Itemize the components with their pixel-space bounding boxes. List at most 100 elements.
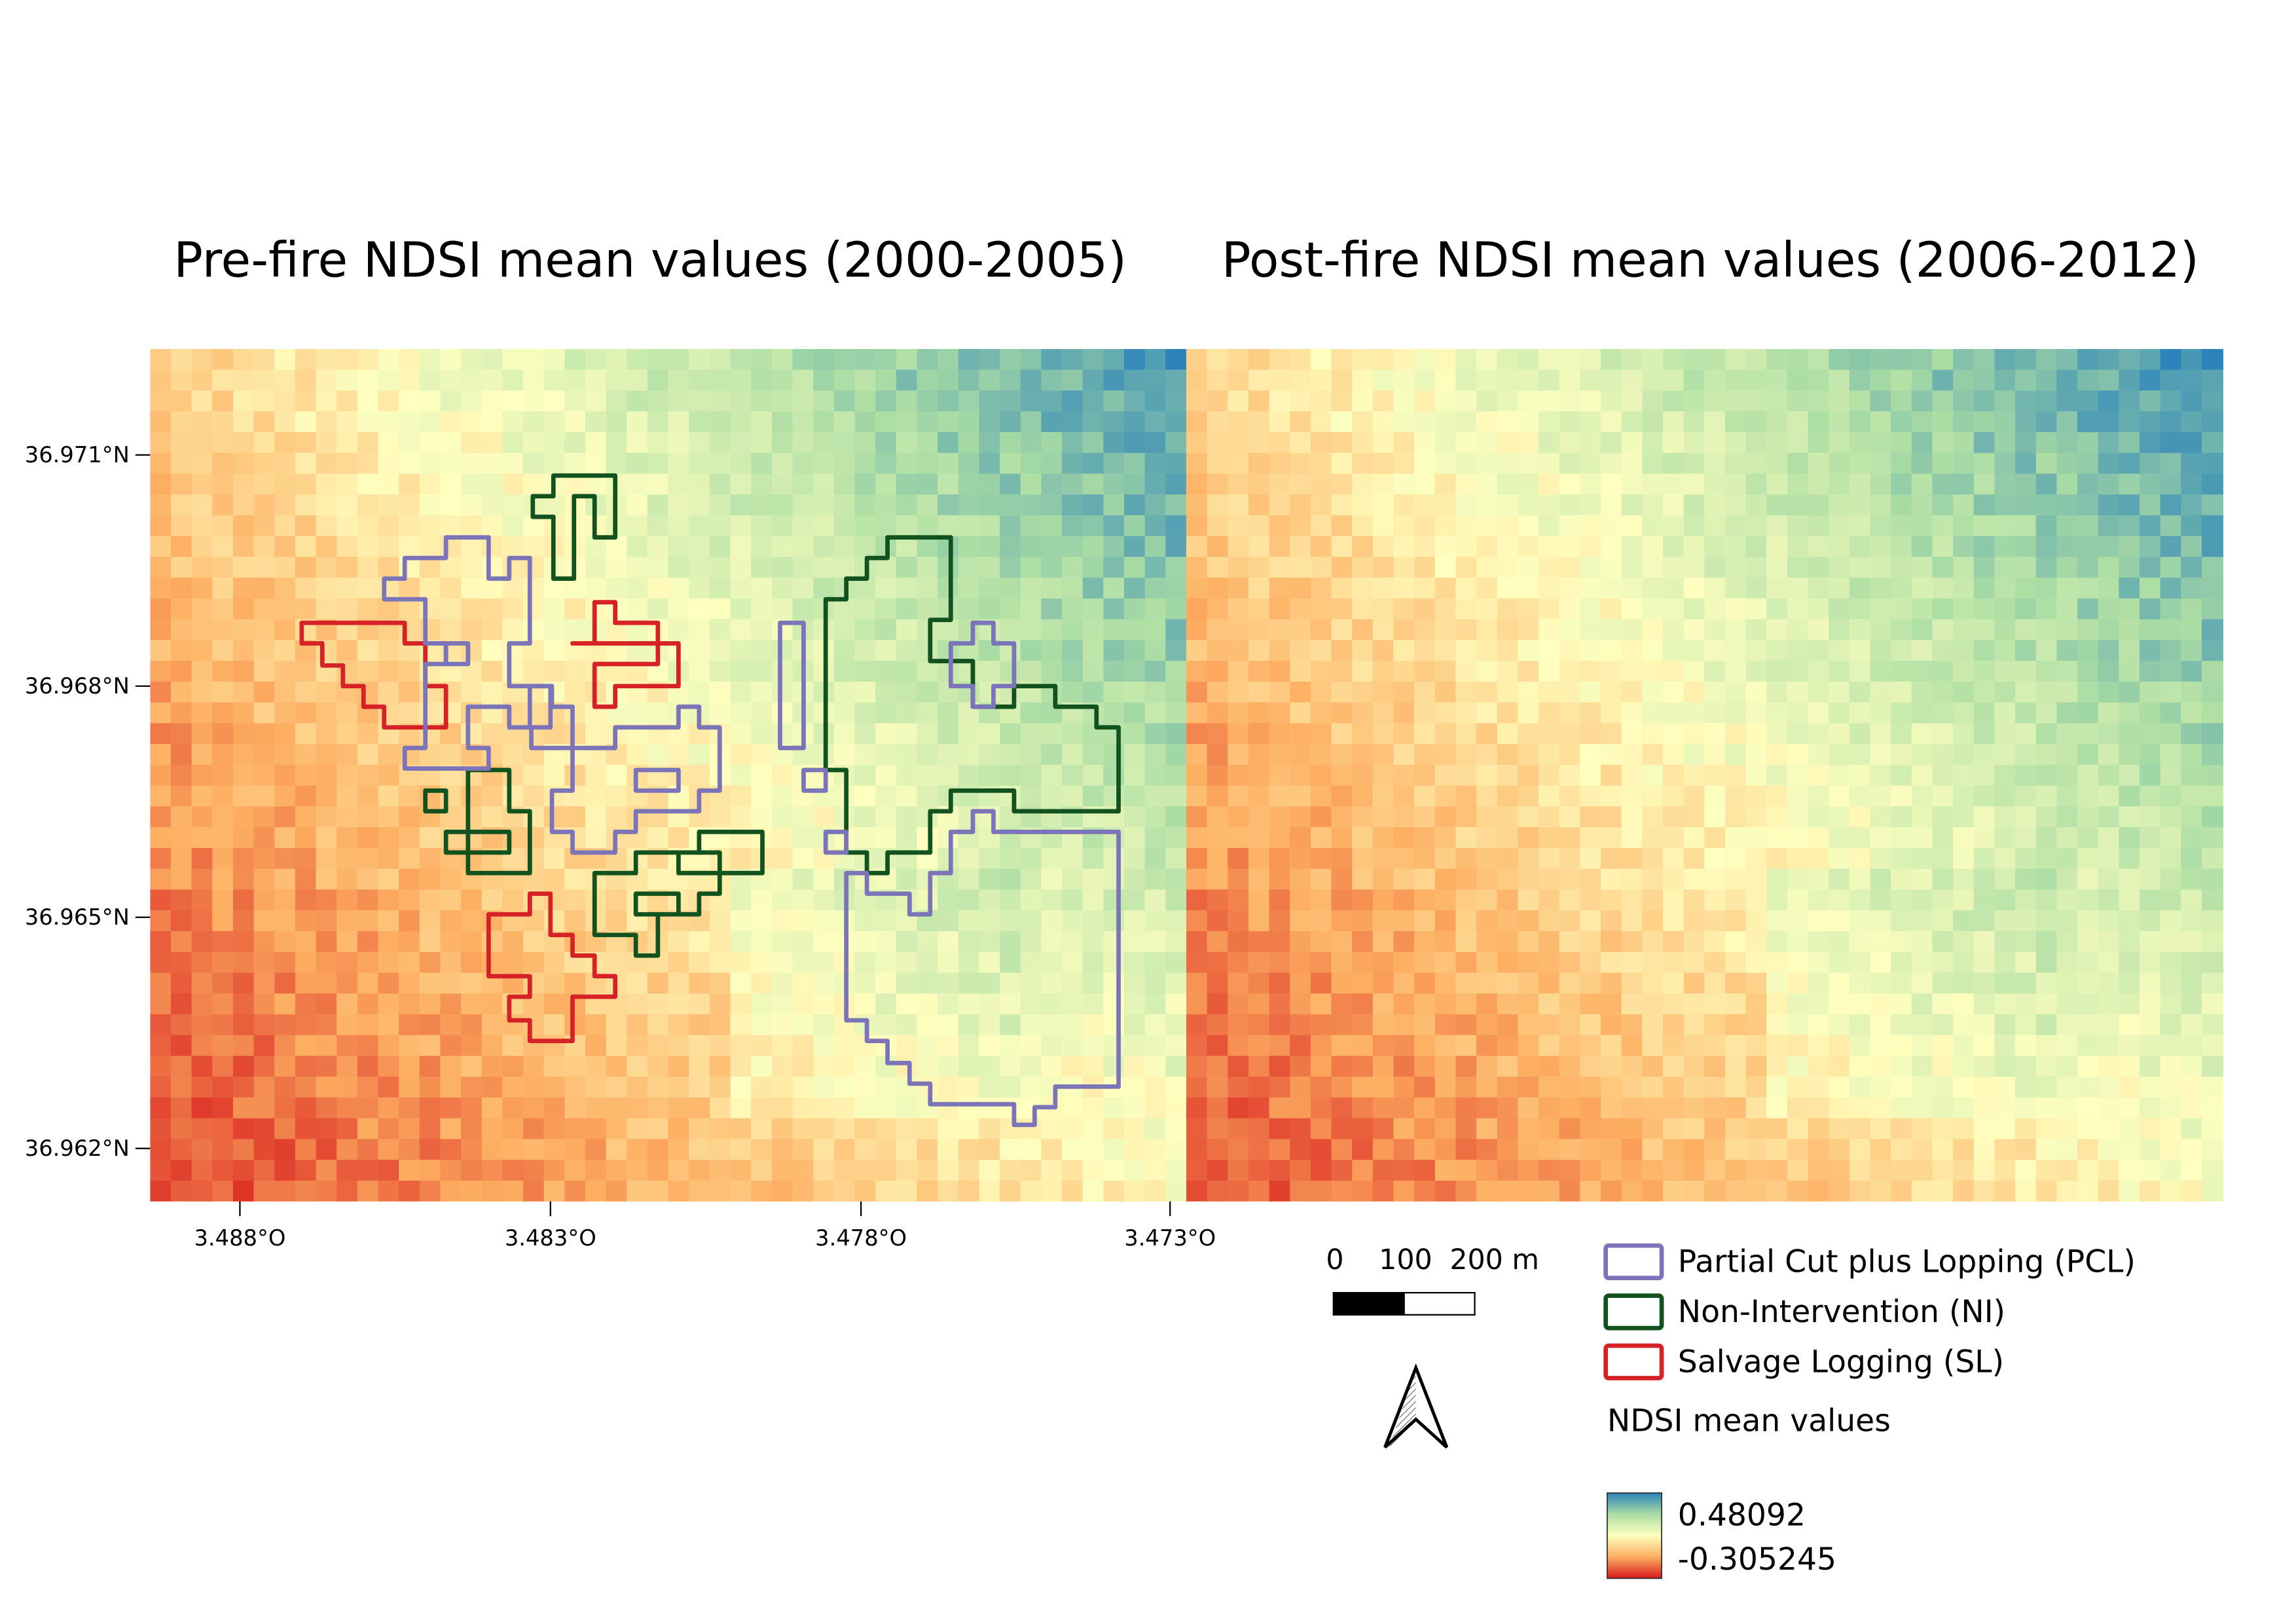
raster-cell <box>1228 1097 1250 1120</box>
raster-cell <box>896 972 918 995</box>
raster-cell <box>2181 1139 2203 1161</box>
raster-cell <box>564 910 587 932</box>
raster-cell <box>1911 452 1933 475</box>
raster-cell <box>1310 1180 1332 1202</box>
raster-cell <box>2035 1118 2058 1140</box>
raster-cell <box>792 868 814 891</box>
raster-cell <box>274 993 297 1016</box>
raster-cell <box>1248 723 1270 745</box>
raster-cell <box>1994 1056 2016 1078</box>
raster-cell <box>1683 972 1705 995</box>
raster-cell <box>337 1139 359 1161</box>
raster-cell <box>1849 536 1871 558</box>
raster-cell <box>1642 578 1664 600</box>
raster-cell <box>1372 931 1394 953</box>
raster-cell <box>979 764 1001 787</box>
raster-cell <box>212 910 234 932</box>
raster-cell <box>668 598 690 620</box>
scale-label-0: 0 <box>1326 1244 1343 1276</box>
raster-cell <box>2201 390 2223 413</box>
raster-cell <box>150 681 172 703</box>
raster-cell <box>1683 1180 1705 1202</box>
raster-cell <box>896 432 918 454</box>
raster-cell <box>1000 951 1022 974</box>
raster-cell <box>1165 1056 1186 1078</box>
raster-cell <box>253 744 276 766</box>
raster-cell <box>1228 744 1250 766</box>
raster-cell <box>1207 390 1229 413</box>
raster-cell <box>1911 598 1933 620</box>
raster-cell <box>1745 452 1768 475</box>
raster-cell <box>399 432 421 454</box>
raster-cell <box>1144 1139 1167 1161</box>
raster-cell <box>1829 827 1851 849</box>
raster-cell <box>1766 1160 1789 1182</box>
raster-cell <box>938 1139 960 1161</box>
raster-cell <box>1165 494 1186 517</box>
raster-cell <box>1766 557 1789 579</box>
raster-cell <box>274 744 297 766</box>
raster-cell <box>689 764 711 787</box>
raster-cell <box>1041 452 1063 475</box>
raster-cell <box>295 889 317 912</box>
raster-cell <box>1891 1180 1913 1202</box>
raster-cell <box>461 910 483 932</box>
raster-cell <box>938 931 960 953</box>
raster-cell <box>1290 951 1312 974</box>
raster-cell <box>1973 494 1995 517</box>
raster-cell <box>1891 390 1913 413</box>
raster-cell <box>1994 1180 2016 1202</box>
raster-cell <box>1165 1180 1186 1202</box>
raster-cell <box>1393 494 1415 517</box>
raster-cell <box>1601 661 1623 683</box>
raster-cell <box>1144 619 1167 641</box>
raster-cell <box>1228 1139 1250 1161</box>
raster-cell <box>1082 578 1104 600</box>
raster-cell <box>1372 1014 1394 1037</box>
raster-cell <box>2077 1139 2100 1161</box>
raster-cell <box>481 951 503 974</box>
raster-cell <box>2035 452 2058 475</box>
raster-cell <box>1123 889 1146 912</box>
raster-cell <box>1539 432 1561 454</box>
raster-cell <box>668 619 690 641</box>
raster-cell <box>1973 1139 1995 1161</box>
raster-cell <box>150 661 172 683</box>
raster-cell <box>2098 723 2120 745</box>
raster-cell <box>399 868 421 891</box>
raster-cell <box>689 1139 711 1161</box>
raster-cell <box>212 1139 234 1161</box>
raster-cell <box>1642 785 1664 807</box>
raster-cell <box>357 1014 379 1037</box>
raster-cell <box>2035 993 2058 1016</box>
raster-cell <box>232 369 255 392</box>
raster-cell <box>1434 1160 1457 1182</box>
raster-cell <box>274 951 297 974</box>
raster-cell <box>1186 681 1208 703</box>
raster-cell <box>1559 910 1581 932</box>
raster-cell <box>751 1160 773 1182</box>
raster-cell <box>1414 619 1436 641</box>
raster-cell <box>1497 785 1519 807</box>
raster-cell <box>958 1118 980 1140</box>
raster-cell <box>2201 1180 2223 1202</box>
raster-cell <box>232 723 255 745</box>
raster-cell <box>481 1180 503 1202</box>
raster-cell <box>543 972 566 995</box>
raster-cell <box>150 951 172 974</box>
raster-cell <box>1228 993 1250 1016</box>
raster-cell <box>1518 1118 1540 1140</box>
raster-cell <box>730 390 752 413</box>
raster-cell <box>1891 785 1913 807</box>
raster-cell <box>1228 681 1250 703</box>
raster-cell <box>2077 411 2100 434</box>
raster-cell <box>1994 432 2016 454</box>
raster-cell <box>1683 764 1705 787</box>
raster-cell <box>1683 515 1705 537</box>
raster-cell <box>357 827 379 849</box>
raster-cell <box>689 578 711 600</box>
raster-cell <box>461 1014 483 1037</box>
raster-cell <box>1601 432 1623 454</box>
raster-cell <box>1662 806 1685 828</box>
raster-cell <box>2160 910 2182 932</box>
